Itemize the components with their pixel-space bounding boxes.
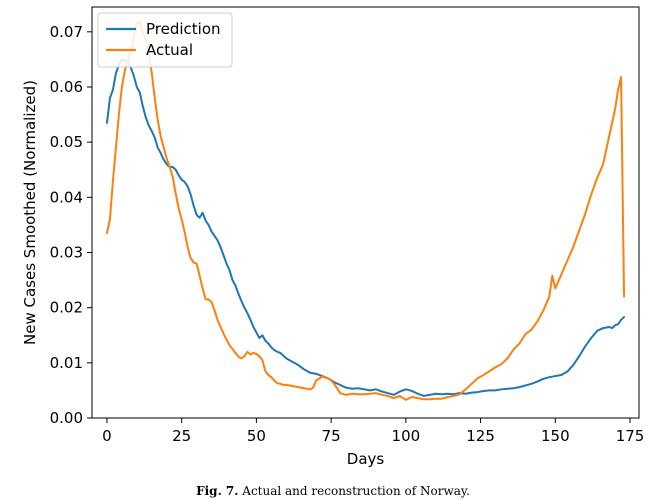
- y-axis-label: New Cases Smoothed (Normalized): [21, 80, 39, 345]
- legend-label-actual: Actual: [146, 41, 193, 59]
- y-tick-label: 0.03: [50, 243, 83, 261]
- x-tick-label: 150: [541, 427, 570, 445]
- y-tick-label: 0.02: [50, 299, 83, 317]
- x-tick-label: 50: [247, 427, 266, 445]
- y-tick-label: 0.01: [50, 354, 83, 372]
- plot-lines: [105, 20, 626, 401]
- caption-text: Actual and reconstruction of Norway.: [242, 484, 470, 498]
- legend-label-prediction: Prediction: [146, 20, 221, 38]
- series-line-prediction: [105, 58, 626, 397]
- y-tick-label: 0.04: [50, 188, 83, 206]
- y-tick-label: 0.05: [50, 133, 83, 151]
- y-tick-label: 0.06: [50, 78, 83, 96]
- x-tick-label: 75: [322, 427, 341, 445]
- line-chart: 0 25 50 75 100 125 150 175 0.00 0.01 0.02 0.03 0.04…: [21, 6, 644, 468]
- x-tick-label: 125: [466, 427, 495, 445]
- x-tick-label: 0: [102, 427, 112, 445]
- plot-frame: [91, 6, 640, 419]
- x-tick-label: 175: [616, 427, 645, 445]
- x-axis-label: Days: [347, 450, 385, 468]
- x-tick-label: 100: [392, 427, 421, 445]
- legend-box: [97, 12, 233, 68]
- y-axis-ticks: 0.00 0.01 0.02 0.03 0.04 0.05 0.06 0.07: [50, 23, 92, 427]
- figure-caption: Fig. 7. Actual and reconstruction of Nor…: [0, 484, 666, 498]
- figure-label: Fig. 7.: [196, 484, 239, 498]
- legend: Prediction Actual: [97, 12, 233, 68]
- y-tick-label: 0.00: [50, 409, 83, 427]
- x-axis-ticks: 0 25 50 75 100 125 150 175: [102, 418, 644, 445]
- y-tick-label: 0.07: [50, 23, 83, 41]
- series-line-actual: [105, 20, 626, 401]
- x-tick-label: 25: [172, 427, 191, 445]
